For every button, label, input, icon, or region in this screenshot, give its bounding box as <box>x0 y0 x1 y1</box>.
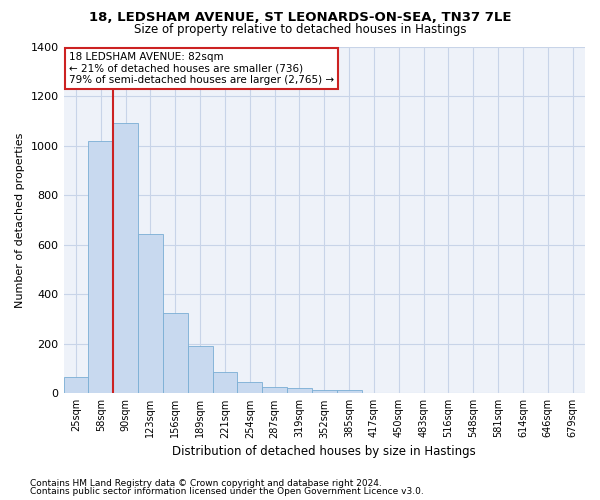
Bar <box>287 388 312 394</box>
Text: Contains HM Land Registry data © Crown copyright and database right 2024.: Contains HM Land Registry data © Crown c… <box>30 478 382 488</box>
Bar <box>113 124 138 394</box>
Bar <box>312 390 337 394</box>
Bar <box>163 313 188 394</box>
Bar <box>212 372 238 394</box>
Text: 18, LEDSHAM AVENUE, ST LEONARDS-ON-SEA, TN37 7LE: 18, LEDSHAM AVENUE, ST LEONARDS-ON-SEA, … <box>89 11 511 24</box>
Y-axis label: Number of detached properties: Number of detached properties <box>15 132 25 308</box>
X-axis label: Distribution of detached houses by size in Hastings: Distribution of detached houses by size … <box>172 444 476 458</box>
Bar <box>64 377 88 394</box>
Text: Contains public sector information licensed under the Open Government Licence v3: Contains public sector information licen… <box>30 487 424 496</box>
Bar <box>238 382 262 394</box>
Bar <box>138 234 163 394</box>
Bar <box>337 390 362 394</box>
Bar <box>262 387 287 394</box>
Text: 18 LEDSHAM AVENUE: 82sqm
← 21% of detached houses are smaller (736)
79% of semi-: 18 LEDSHAM AVENUE: 82sqm ← 21% of detach… <box>69 52 334 85</box>
Bar <box>88 140 113 394</box>
Bar <box>188 346 212 394</box>
Text: Size of property relative to detached houses in Hastings: Size of property relative to detached ho… <box>134 22 466 36</box>
